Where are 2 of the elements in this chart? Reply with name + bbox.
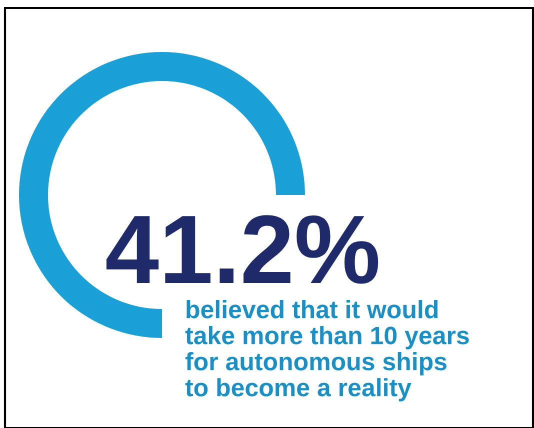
data-label: 41.2% [106,215,378,284]
text: believed that it would take more than 10 years for autonomous ships to become a reality [185,300,469,402]
